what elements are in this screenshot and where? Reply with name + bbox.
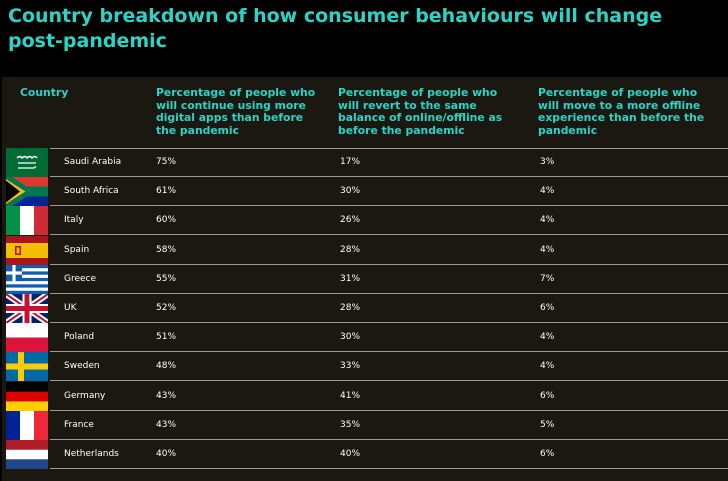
continue-digital-cell: 52% — [156, 303, 177, 313]
row-divider — [50, 234, 728, 236]
table-panel: Country Percentage of people who will co… — [2, 77, 728, 481]
continue-digital-cell: 43% — [156, 390, 177, 401]
netherlands-flag — [6, 440, 48, 469]
greece-flag — [6, 264, 48, 294]
continue-digital-cell: 48% — [156, 361, 177, 372]
row-divider — [50, 263, 728, 265]
table-row: Germany 43% 41% 6% — [2, 381, 728, 411]
continue-digital-cell: 61% — [156, 186, 177, 197]
continue-digital-cell: 40% — [156, 449, 177, 459]
page-title: Country breakdown of how consumer behavi… — [8, 5, 663, 52]
table-row: Spain 58% 28% 4% — [2, 235, 728, 265]
row-divider — [50, 292, 728, 294]
table-row: Saudi Arabia 75% 17% 3% — [2, 148, 728, 177]
table-row: UK 52% 28% 6% — [2, 294, 728, 323]
france-flag — [6, 410, 48, 440]
table-row: Italy 60% 26% 4% — [2, 206, 728, 236]
country-cell: Greece — [64, 273, 97, 284]
continue-digital-cell: 43% — [156, 419, 177, 430]
header-revert-balance: Percentage of people who will revert to … — [338, 86, 503, 137]
sweden-flag — [6, 352, 48, 382]
row-divider — [50, 380, 728, 382]
country-cell: Netherlands — [64, 449, 119, 459]
more-offline-cell: 4% — [540, 215, 555, 226]
country-cell: South Africa — [64, 186, 119, 197]
revert-balance-cell: 28% — [340, 244, 361, 255]
header-continue-digital: Percentage of people who will continue u… — [156, 86, 316, 137]
table-row: France 43% 35% 5% — [2, 410, 728, 440]
country-cell: Sweden — [64, 361, 100, 372]
table-row: Sweden 48% 33% 4% — [2, 352, 728, 382]
country-cell: Spain — [64, 244, 90, 255]
more-offline-cell: 4% — [540, 332, 555, 343]
row-divider — [50, 205, 728, 207]
continue-digital-cell: 75% — [156, 157, 177, 167]
continue-digital-cell: 51% — [156, 332, 177, 343]
poland-flag — [6, 323, 48, 353]
table-row: Netherlands 40% 40% 6% — [2, 440, 728, 469]
country-cell: Italy — [64, 215, 84, 226]
row-divider — [50, 409, 728, 411]
country-cell: UK — [64, 303, 77, 313]
row-divider — [50, 351, 728, 353]
revert-balance-cell: 28% — [340, 303, 361, 313]
more-offline-cell: 3% — [540, 157, 555, 167]
revert-balance-cell: 26% — [340, 215, 361, 226]
table-header: Country Percentage of people who will co… — [2, 77, 728, 149]
revert-balance-cell: 30% — [340, 332, 361, 343]
continue-digital-cell: 58% — [156, 244, 177, 255]
more-offline-cell: 4% — [540, 361, 555, 372]
more-offline-cell: 6% — [540, 390, 555, 401]
uk-flag — [6, 294, 48, 323]
spain-flag — [6, 235, 48, 265]
row-divider — [50, 322, 728, 323]
revert-balance-cell: 31% — [340, 273, 361, 284]
revert-balance-cell: 33% — [340, 361, 361, 372]
row-divider — [50, 468, 728, 469]
more-offline-cell: 7% — [540, 273, 555, 284]
revert-balance-cell: 17% — [340, 157, 361, 167]
header-country: Country — [20, 86, 69, 99]
table-row: Greece 55% 31% 7% — [2, 264, 728, 294]
revert-balance-cell: 41% — [340, 390, 361, 401]
continue-digital-cell: 60% — [156, 215, 177, 226]
table-row: South Africa 61% 30% 4% — [2, 177, 728, 207]
country-cell: France — [64, 419, 94, 430]
more-offline-cell: 4% — [540, 186, 555, 197]
row-divider — [50, 148, 728, 149]
header-more-offline: Percentage of people who will move to a … — [538, 86, 705, 137]
row-divider — [50, 176, 728, 177]
revert-balance-cell: 40% — [340, 449, 361, 459]
row-divider — [50, 438, 728, 440]
germany-flag — [6, 381, 48, 411]
south-africa-flag — [6, 177, 48, 207]
more-offline-cell: 4% — [540, 244, 555, 255]
saudi-arabia-flag — [6, 148, 48, 177]
revert-balance-cell: 35% — [340, 419, 361, 430]
italy-flag — [6, 206, 48, 236]
country-cell: Saudi Arabia — [64, 157, 122, 167]
table-row: Poland 51% 30% 4% — [2, 323, 728, 353]
continue-digital-cell: 55% — [156, 273, 177, 284]
more-offline-cell: 6% — [540, 303, 555, 313]
more-offline-cell: 5% — [540, 419, 555, 430]
revert-balance-cell: 30% — [340, 186, 361, 197]
country-cell: Poland — [64, 332, 95, 343]
more-offline-cell: 6% — [540, 449, 555, 459]
country-cell: Germany — [64, 390, 106, 401]
